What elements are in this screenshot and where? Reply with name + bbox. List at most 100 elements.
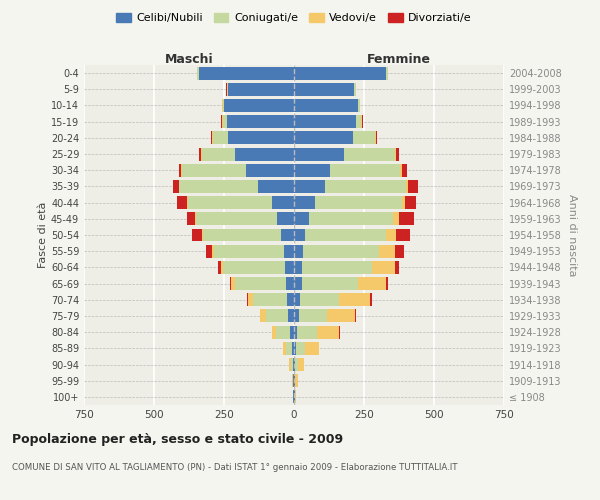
Bar <box>223 99 224 112</box>
Bar <box>310 212 394 226</box>
Bar <box>300 294 340 306</box>
Bar <box>294 277 302 290</box>
Bar <box>289 310 294 322</box>
Bar <box>354 83 356 96</box>
Bar <box>376 132 377 144</box>
Bar <box>293 358 294 371</box>
Bar <box>260 310 266 322</box>
Legend: Celibi/Nubili, Coniugati/e, Vedovi/e, Divorziati/e: Celibi/Nubili, Coniugati/e, Vedovi/e, Di… <box>112 8 476 28</box>
Bar <box>294 212 310 226</box>
Bar <box>266 310 289 322</box>
Bar <box>284 244 294 258</box>
Bar <box>305 342 319 355</box>
Bar <box>227 115 294 128</box>
Bar <box>182 164 247 176</box>
Bar <box>305 228 386 241</box>
Bar <box>286 277 294 290</box>
Bar <box>344 148 395 160</box>
Bar <box>221 261 223 274</box>
Bar <box>283 342 286 355</box>
Bar <box>294 83 354 96</box>
Bar <box>298 358 304 371</box>
Bar <box>289 358 290 371</box>
Bar <box>202 148 235 160</box>
Bar <box>281 228 294 241</box>
Bar <box>386 277 388 290</box>
Bar <box>356 115 361 128</box>
Bar <box>202 228 203 241</box>
Bar <box>404 196 416 209</box>
Bar <box>294 115 356 128</box>
Bar <box>353 132 375 144</box>
Bar <box>396 148 399 160</box>
Bar <box>315 196 402 209</box>
Bar <box>287 294 294 306</box>
Bar <box>206 244 212 258</box>
Text: Femmine: Femmine <box>367 53 431 66</box>
Bar <box>272 326 276 338</box>
Bar <box>196 212 277 226</box>
Bar <box>294 244 303 258</box>
Bar <box>248 294 253 306</box>
Bar <box>386 228 396 241</box>
Bar <box>187 212 195 226</box>
Bar <box>370 294 371 306</box>
Bar <box>203 228 281 241</box>
Bar <box>358 277 386 290</box>
Bar <box>294 326 298 338</box>
Bar <box>235 148 294 160</box>
Bar <box>294 164 331 176</box>
Y-axis label: Fasce di età: Fasce di età <box>38 202 48 268</box>
Bar <box>294 196 315 209</box>
Bar <box>373 261 395 274</box>
Bar <box>211 132 212 144</box>
Bar <box>199 66 294 80</box>
Bar <box>331 164 400 176</box>
Bar <box>292 342 294 355</box>
Bar <box>295 358 298 371</box>
Bar <box>228 83 294 96</box>
Bar <box>214 244 284 258</box>
Bar <box>177 196 187 209</box>
Text: Maschi: Maschi <box>164 53 214 66</box>
Bar <box>402 196 404 209</box>
Bar <box>224 99 294 112</box>
Bar <box>358 99 360 112</box>
Bar <box>227 83 228 96</box>
Bar <box>212 244 214 258</box>
Bar <box>317 326 340 338</box>
Bar <box>294 180 325 193</box>
Bar <box>406 180 408 193</box>
Bar <box>294 261 302 274</box>
Bar <box>399 212 415 226</box>
Bar <box>379 244 395 258</box>
Bar <box>228 132 294 144</box>
Bar <box>294 342 296 355</box>
Bar <box>294 228 305 241</box>
Bar <box>340 294 370 306</box>
Bar <box>290 326 294 338</box>
Y-axis label: Anni di nascita: Anni di nascita <box>567 194 577 276</box>
Bar <box>188 196 272 209</box>
Bar <box>195 212 196 226</box>
Bar <box>302 261 373 274</box>
Bar <box>400 164 402 176</box>
Bar <box>257 180 294 193</box>
Bar <box>294 66 386 80</box>
Bar <box>179 180 257 193</box>
Bar <box>253 294 287 306</box>
Bar <box>247 294 248 306</box>
Bar <box>355 310 356 322</box>
Bar <box>325 180 406 193</box>
Bar <box>179 164 181 176</box>
Bar <box>386 66 388 80</box>
Bar <box>247 164 294 176</box>
Bar <box>294 310 299 322</box>
Bar <box>402 164 407 176</box>
Bar <box>286 342 292 355</box>
Bar <box>294 358 295 371</box>
Bar <box>173 180 179 193</box>
Text: Popolazione per età, sesso e stato civile - 2009: Popolazione per età, sesso e stato civil… <box>12 432 343 446</box>
Bar <box>223 115 227 128</box>
Bar <box>296 342 305 355</box>
